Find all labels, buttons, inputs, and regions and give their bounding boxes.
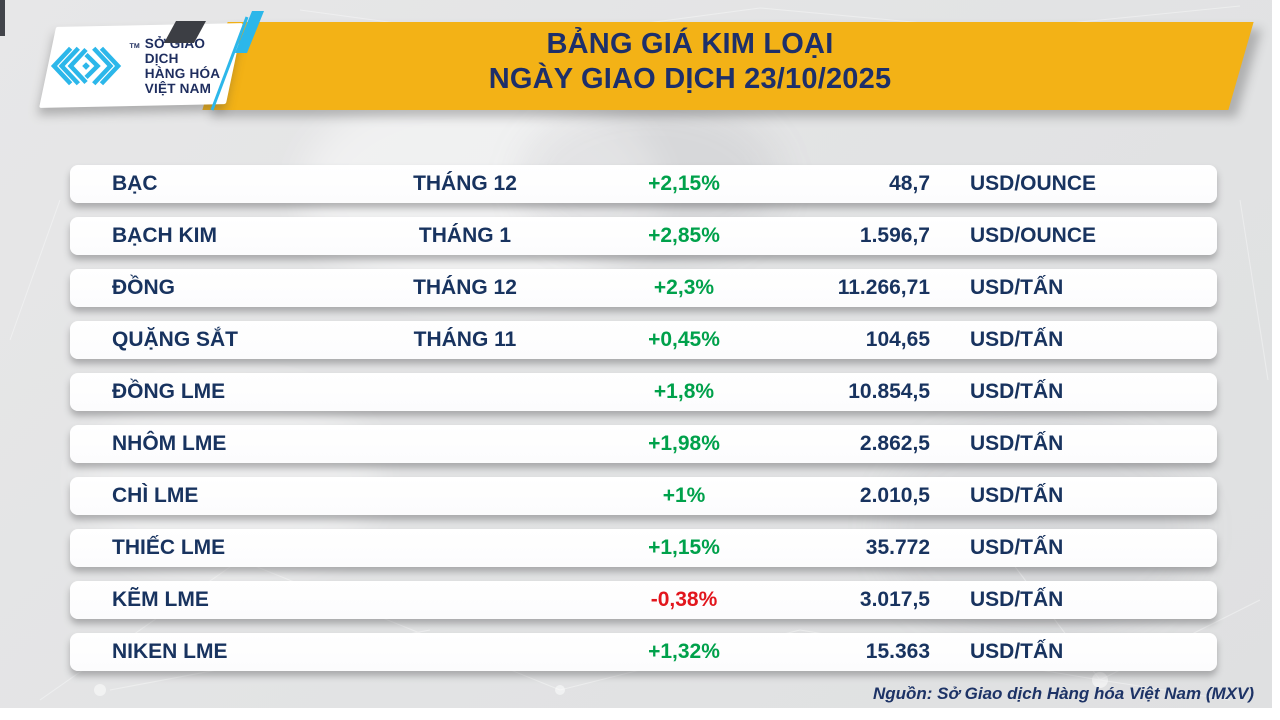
commodity-name: BẠC (112, 172, 158, 195)
mxv-logo-plate: TM SỞ GIAO DỊCH HÀNG HÓA VIỆT NAM (39, 23, 243, 108)
price-value: 2.010,5 (859, 484, 930, 507)
price-table-row: CHÌ LME +1% 2.010,5 USD/TẤN (70, 477, 1217, 515)
change-percent: +0,45% (648, 328, 720, 351)
price-table-row: ĐỒNG THÁNG 12 +2,3% 11.266,71 USD/TẤN (70, 269, 1217, 307)
price-value: 2.862,5 (859, 432, 930, 455)
price-unit: USD/TẤN (970, 328, 1064, 351)
change-percent: +1,98% (648, 432, 720, 455)
price-unit: USD/TẤN (970, 588, 1064, 611)
trademark-symbol: TM (129, 43, 140, 51)
price-value: 10.854,5 (848, 380, 930, 403)
price-table-row: BẠCH KIM THÁNG 1 +2,85% 1.596,7 USD/OUNC… (70, 217, 1217, 255)
commodity-name: KẼM LME (112, 588, 209, 611)
price-value: 35.772 (865, 536, 930, 559)
mxv-chevron-logo-icon (50, 46, 122, 85)
price-table-row: BẠC THÁNG 12 +2,15% 48,7 USD/OUNCE (70, 165, 1217, 203)
page-title-line2: NGÀY GIAO DỊCH 23/10/2025 (488, 63, 892, 95)
price-unit: USD/TẤN (970, 640, 1064, 663)
price-unit: USD/OUNCE (970, 224, 1097, 247)
source-note: Nguồn: Sở Giao dịch Hàng hóa Việt Nam (M… (872, 684, 1254, 703)
commodity-name: BẠCH KIM (112, 224, 217, 247)
commodity-name: THIẾC LME (112, 536, 226, 559)
commodity-name: ĐỒNG LME (112, 380, 226, 403)
contract-month: THÁNG 12 (413, 172, 517, 195)
change-percent: +2,85% (648, 224, 720, 247)
change-percent: +1,15% (648, 536, 720, 559)
price-value: 11.266,71 (837, 276, 930, 299)
logo-text-line: HÀNG HÓA (144, 65, 221, 81)
price-value: 104,65 (865, 328, 930, 351)
change-percent: -0,38% (650, 588, 718, 611)
contract-month: THÁNG 12 (413, 276, 517, 299)
page-title: BẢNG GIÁ KIM LOẠI NGÀY GIAO DỊCH 23/10/2… (290, 27, 1090, 97)
price-unit: USD/TẤN (970, 536, 1064, 559)
price-unit: USD/TẤN (970, 432, 1064, 455)
commodity-name: NIKEN LME (112, 640, 228, 663)
price-table: BẠC THÁNG 12 +2,15% 48,7 USD/OUNCE BẠCH … (70, 165, 1217, 685)
logo-text-line: SỞ GIAO DỊCH (144, 35, 206, 66)
price-table-row: NIKEN LME +1,32% 15.363 USD/TẤN (70, 633, 1217, 671)
corner-accent (0, 0, 5, 36)
commodity-name: ĐỒNG (112, 276, 175, 299)
contract-month: THÁNG 11 (413, 328, 517, 351)
commodity-name: QUẶNG SẮT (112, 328, 238, 351)
commodity-name: NHÔM LME (112, 432, 227, 455)
price-unit: USD/TẤN (970, 484, 1064, 507)
price-unit: USD/OUNCE (970, 172, 1097, 195)
price-value: 15.363 (865, 640, 930, 663)
contract-month: THÁNG 1 (418, 224, 512, 247)
mxv-logo-text: SỞ GIAO DỊCH HÀNG HÓA VIỆT NAM (145, 36, 235, 96)
logo-text-line: VIỆT NAM (144, 80, 212, 96)
change-percent: +1,32% (648, 640, 720, 663)
price-unit: USD/TẤN (970, 276, 1064, 299)
change-percent: +1,8% (653, 380, 715, 403)
price-value: 3.017,5 (859, 588, 930, 611)
price-value: 48,7 (889, 172, 930, 195)
change-percent: +2,15% (648, 172, 720, 195)
price-table-row: QUẶNG SẮT THÁNG 11 +0,45% 104,65 USD/TẤN (70, 321, 1217, 359)
price-value: 1.596,7 (859, 224, 930, 247)
price-table-row: ĐỒNG LME +1,8% 10.854,5 USD/TẤN (70, 373, 1217, 411)
price-table-row: NHÔM LME +1,98% 2.862,5 USD/TẤN (70, 425, 1217, 463)
change-percent: +1% (662, 484, 706, 507)
change-percent: +2,3% (653, 276, 715, 299)
commodity-name: CHÌ LME (112, 484, 199, 507)
price-unit: USD/TẤN (970, 380, 1064, 403)
price-table-row: KẼM LME -0,38% 3.017,5 USD/TẤN (70, 581, 1217, 619)
page-title-line1: BẢNG GIÁ KIM LOẠI (546, 28, 834, 60)
price-table-row: THIẾC LME +1,15% 35.772 USD/TẤN (70, 529, 1217, 567)
